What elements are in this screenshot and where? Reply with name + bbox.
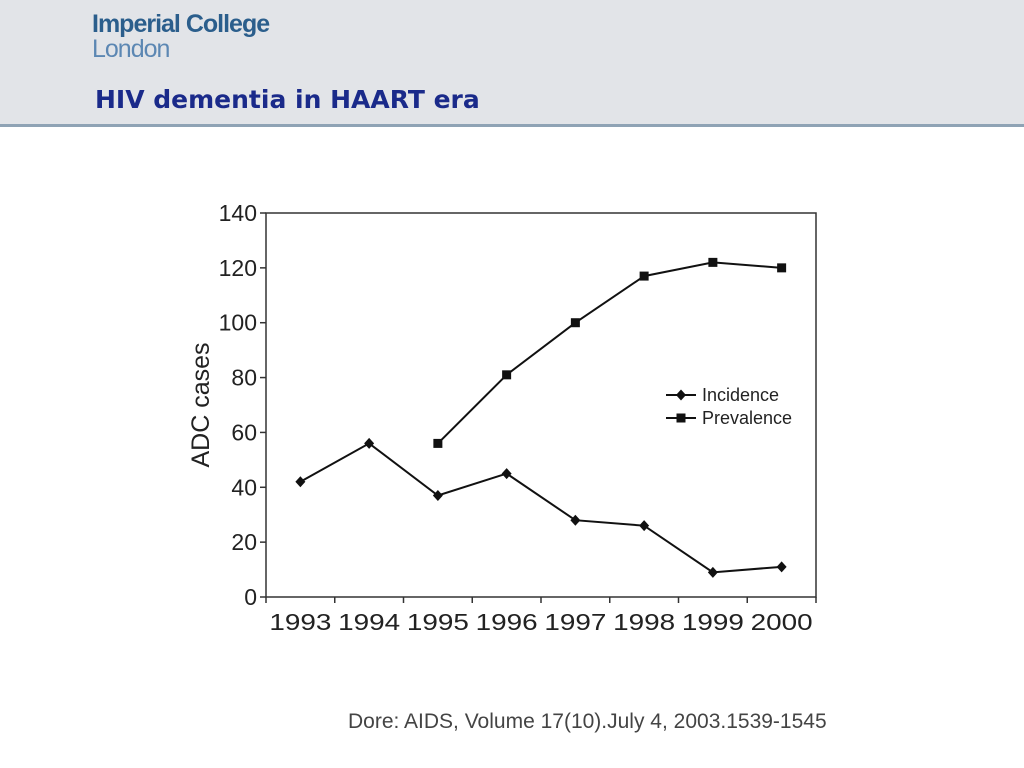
prevalence-point: [502, 370, 511, 379]
y-tick-label: 40: [231, 474, 257, 500]
prevalence-point: [571, 318, 580, 327]
plot-frame: [266, 213, 816, 597]
x-tick-label: 1995: [407, 609, 469, 635]
y-tick-label: 60: [231, 419, 257, 445]
incidence-point: [502, 468, 512, 479]
x-tick-label: 1998: [613, 609, 675, 635]
incidence-point: [295, 476, 305, 487]
x-tick-label: 2000: [751, 609, 813, 635]
x-tick-label: 1994: [338, 609, 400, 635]
prevalence-point: [708, 258, 717, 267]
y-axis-label: ADC cases: [187, 342, 215, 467]
y-tick-label: 80: [231, 365, 257, 391]
citation: Dore: AIDS, Volume 17(10).July 4, 2003.1…: [348, 710, 827, 734]
y-tick-label: 20: [231, 529, 257, 555]
x-tick-label: 1999: [682, 609, 744, 635]
legend-label-incidence: Incidence: [702, 385, 779, 405]
x-tick-label: 1996: [476, 609, 538, 635]
prevalence-point: [433, 439, 442, 448]
y-tick-label: 140: [219, 200, 257, 226]
incidence-point: [570, 515, 580, 526]
slide-header: Imperial College London HIV dementia in …: [0, 0, 1024, 127]
prevalence-point: [640, 272, 649, 281]
incidence-point: [639, 520, 649, 531]
x-tick-label: 1997: [544, 609, 606, 635]
imperial-college-logo: Imperial College London: [92, 12, 269, 62]
y-tick-label: 100: [219, 310, 257, 336]
incidence-line: [300, 443, 781, 572]
y-tick-label: 0: [244, 584, 257, 610]
legend-marker-incidence: [676, 390, 686, 401]
incidence-point: [708, 567, 718, 578]
legend-marker-prevalence: [677, 414, 686, 423]
logo-line-1: Imperial College: [92, 12, 269, 37]
slide-title: HIV dementia in HAART era: [95, 85, 480, 114]
y-tick-label: 120: [219, 255, 257, 281]
prevalence-point: [777, 263, 786, 272]
x-tick-label: 1993: [269, 609, 331, 635]
logo-line-2: London: [92, 37, 269, 62]
incidence-point: [777, 561, 787, 572]
legend-label-prevalence: Prevalence: [702, 408, 792, 428]
adc-cases-line-chart: 0 20 40 60 80 100 120 140 1993 1994 1995 1996 1997 19…: [170, 190, 830, 640]
